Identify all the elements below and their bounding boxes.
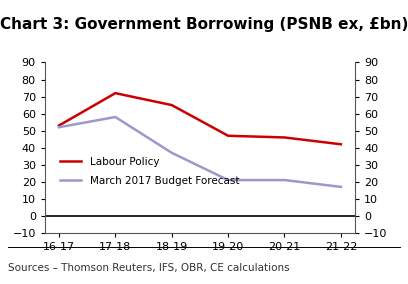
Text: Chart 3: Government Borrowing (PSNB ex, £bn): Chart 3: Government Borrowing (PSNB ex, …	[0, 17, 408, 32]
Text: Sources – Thomson Reuters, IFS, OBR, CE calculations: Sources – Thomson Reuters, IFS, OBR, CE …	[8, 263, 290, 273]
Legend: Labour Policy, March 2017 Budget Forecast: Labour Policy, March 2017 Budget Forecas…	[56, 153, 243, 190]
